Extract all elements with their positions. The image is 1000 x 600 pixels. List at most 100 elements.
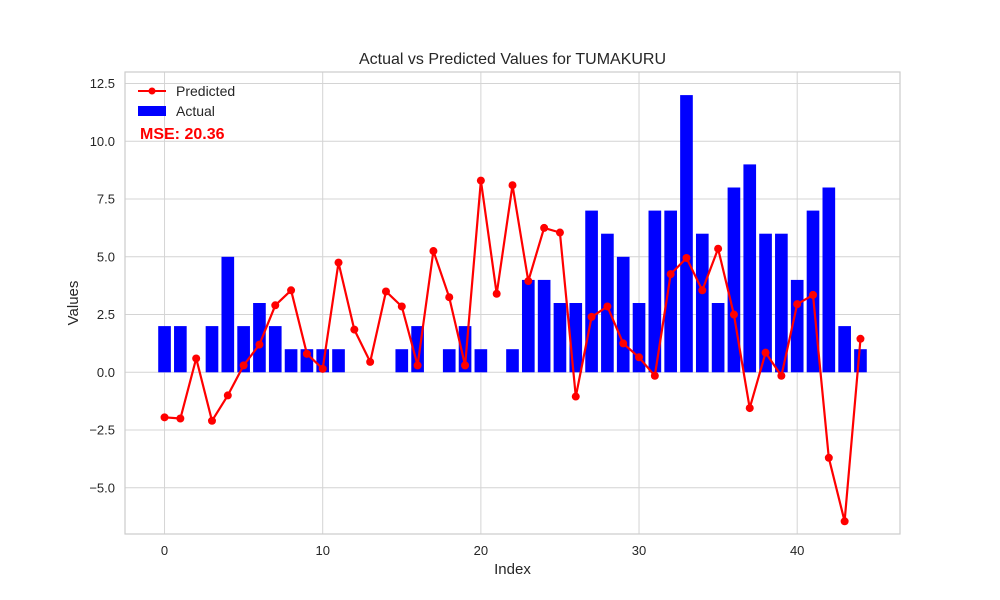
predicted-point: [192, 354, 201, 363]
predicted-point: [381, 287, 390, 296]
predicted-point: [413, 361, 422, 370]
actual-bar: [743, 164, 757, 373]
predicted-point: [650, 371, 659, 380]
predicted-point: [840, 517, 849, 526]
y-tick-label: −2.5: [89, 423, 115, 438]
predicted-point: [777, 371, 786, 380]
actual-bar: [854, 349, 867, 373]
predicted-point: [397, 302, 406, 311]
predicted-point: [445, 293, 454, 302]
y-tick-label: 2.5: [97, 307, 115, 322]
mse-annotation: MSE: 20.36: [140, 126, 225, 143]
actual-bar: [585, 210, 598, 373]
actual-bar: [616, 256, 630, 373]
x-tick-label: 20: [474, 543, 488, 558]
legend: Predicted Actual: [138, 83, 235, 119]
predicted-point: [635, 353, 644, 362]
predicted-point: [745, 404, 754, 413]
y-tick-label: 12.5: [90, 76, 115, 91]
actual-bar: [711, 303, 725, 373]
x-tick-label: 40: [790, 543, 804, 558]
actual-bar: [474, 349, 488, 373]
y-tick-label: 7.5: [97, 192, 115, 207]
predicted-point: [287, 286, 296, 295]
actual-bar: [221, 256, 235, 373]
actual-bar: [284, 349, 298, 373]
actual-bar: [253, 303, 266, 373]
actual-bar: [759, 233, 772, 373]
actual-bar: [838, 326, 851, 373]
predicted-point: [793, 300, 802, 309]
y-axis-label: Values: [65, 281, 82, 326]
legend-actual-swatch: [138, 106, 166, 116]
predicted-point: [429, 247, 438, 256]
legend-label-actual: Actual: [176, 103, 215, 119]
predicted-point: [571, 392, 580, 401]
predicted-point: [160, 413, 169, 422]
predicted-point: [476, 176, 485, 185]
predicted-point: [824, 453, 833, 462]
predicted-point: [555, 228, 564, 237]
x-tick-label: 0: [161, 543, 168, 558]
predicted-point: [682, 253, 691, 262]
predicted-point: [714, 244, 723, 253]
predicted-point: [729, 310, 738, 319]
predicted-point: [350, 325, 359, 334]
predicted-point: [334, 258, 343, 267]
predicted-point: [619, 339, 628, 348]
actual-bar: [822, 187, 836, 373]
actual-bar: [521, 279, 535, 373]
y-tick-labels: −5.0 −2.5 0.0 2.5 5.0 7.5 10.0 12.5: [89, 76, 115, 495]
y-tick-label: 5.0: [97, 249, 115, 264]
y-tick-label: 10.0: [90, 134, 115, 149]
actual-bar: [664, 210, 677, 373]
predicted-point: [223, 391, 232, 400]
predicted-point: [318, 364, 327, 373]
predicted-point: [302, 349, 311, 358]
predicted-point: [698, 286, 707, 295]
predicted-point: [587, 312, 596, 321]
predicted-point: [666, 270, 675, 279]
predicted-point: [255, 340, 264, 349]
actual-bar: [648, 210, 662, 373]
actual-bar: [268, 326, 282, 373]
y-tick-label: 0.0: [97, 365, 115, 380]
y-tick-label: −5.0: [89, 480, 115, 495]
legend-predicted-marker-swatch: [148, 87, 156, 95]
actual-bar: [205, 326, 219, 373]
predicted-point: [603, 302, 612, 311]
legend-label-predicted: Predicted: [176, 83, 235, 99]
x-tick-label: 10: [315, 543, 329, 558]
predicted-point: [809, 290, 818, 299]
actual-bar: [506, 349, 519, 373]
predicted-point: [461, 361, 470, 370]
actual-bar: [158, 326, 171, 373]
predicted-point: [761, 348, 770, 357]
actual-bar: [727, 187, 741, 373]
actual-bar: [395, 349, 409, 373]
predicted-point: [508, 181, 517, 190]
x-tick-labels: 0 10 20 30 40: [161, 543, 805, 558]
predicted-point: [176, 414, 185, 423]
plot-frame: [124, 71, 901, 535]
predicted-point: [856, 334, 865, 343]
predicted-point: [271, 301, 280, 310]
actual-bar: [537, 279, 551, 373]
actual-bar: [695, 233, 709, 373]
chart-title: Actual vs Predicted Values for TUMAKURU: [359, 51, 666, 68]
predicted-point: [540, 223, 549, 232]
predicted-point: [524, 277, 533, 286]
predicted-line: [160, 176, 865, 526]
predicted-point: [492, 289, 501, 298]
actual-bar: [332, 349, 345, 373]
actual-bar: [775, 233, 788, 373]
x-axis-label: Index: [494, 561, 531, 578]
actual-bar: [680, 95, 693, 373]
x-tick-label: 30: [632, 543, 646, 558]
predicted-point: [239, 361, 248, 370]
actual-bar: [442, 349, 456, 373]
actual-bar: [553, 303, 567, 373]
predicted-point: [207, 416, 216, 425]
actual-bar: [174, 326, 187, 373]
